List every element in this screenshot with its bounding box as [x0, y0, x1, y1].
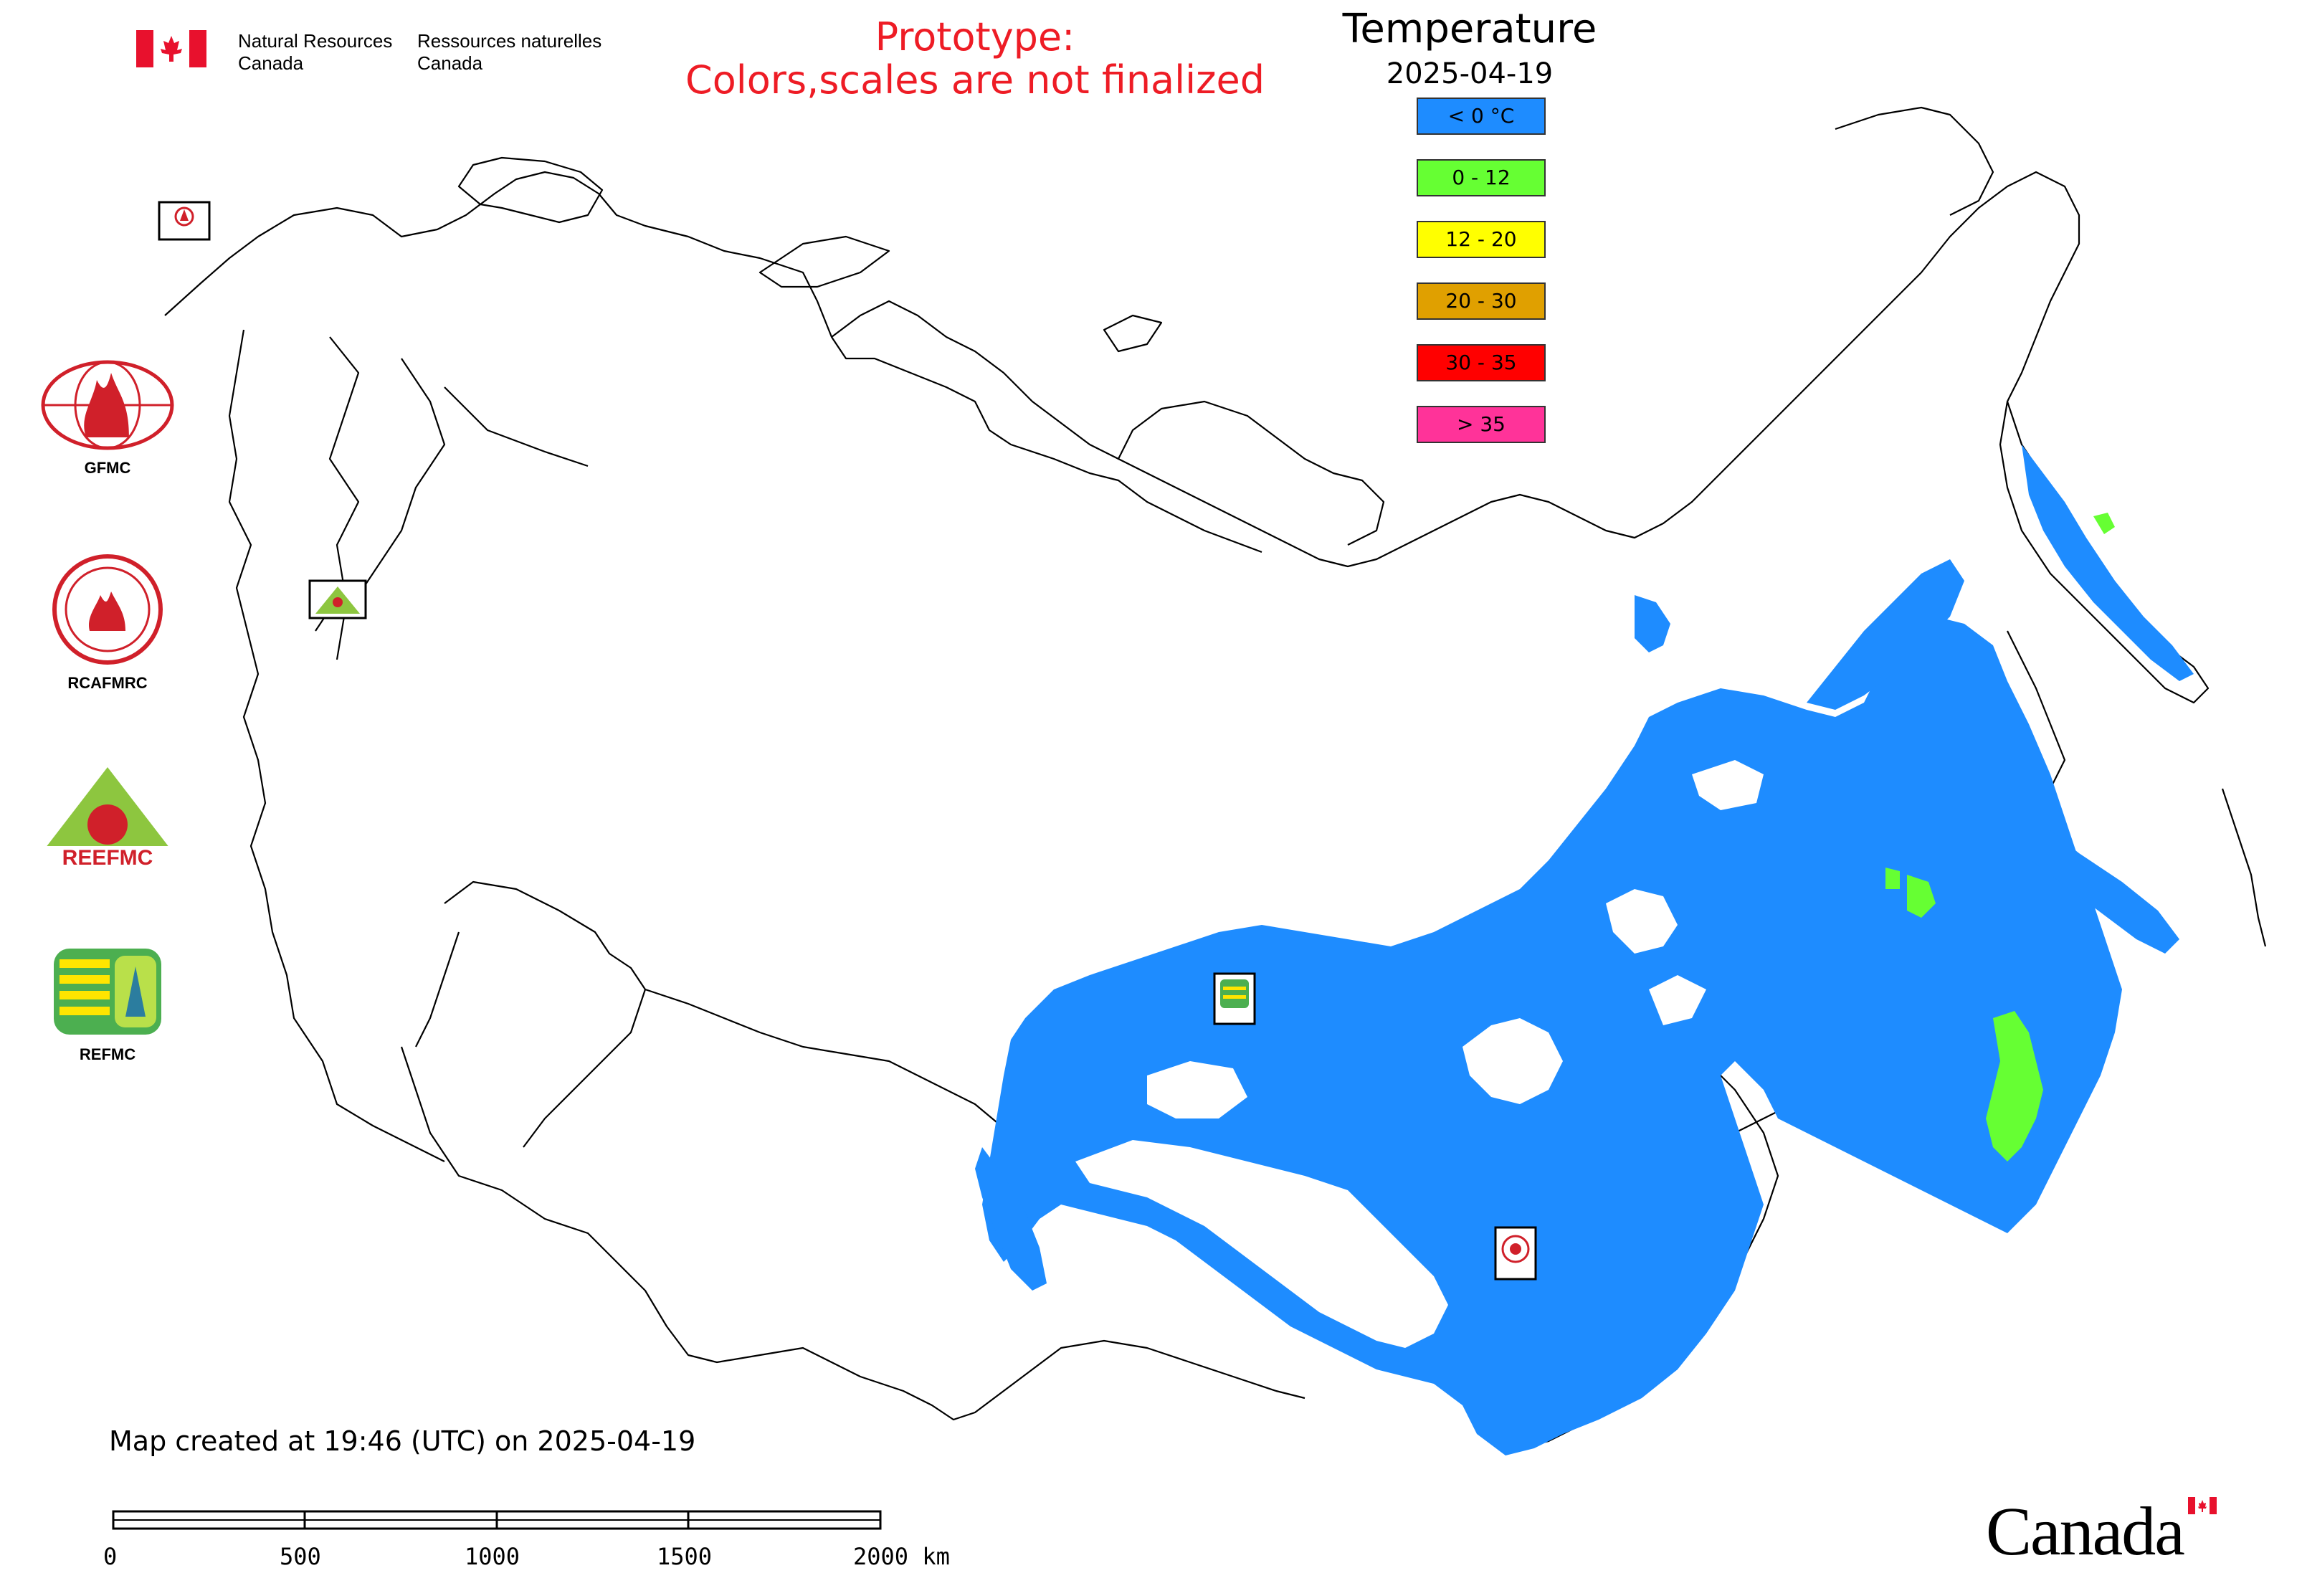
- map-created-note: Map created at 19:46 (UTC) on 2025-04-19: [109, 1425, 696, 1457]
- reefmc-triangle-logo: REEFMC: [36, 767, 179, 870]
- northwest-coast: [164, 171, 1262, 554]
- temp-gap-lake: [1649, 975, 1706, 1025]
- scale-tick-2000: 2000 km: [853, 1543, 950, 1570]
- legend-date: 2025-04-19: [1386, 57, 1554, 90]
- prototype-line1: Prototype:: [875, 14, 1075, 60]
- agency-rcafmrc[interactable]: RCAFMRC: [29, 552, 186, 693]
- temp-gap-central-1: [1462, 1018, 1563, 1104]
- arctic-coast: [831, 171, 2080, 568]
- temp-gap-west: [1147, 1061, 1247, 1118]
- gov-fr-line1: Ressources naturelles: [417, 30, 602, 52]
- temp-gap-south: [1075, 1140, 1448, 1348]
- scale-tick-500: 500: [280, 1543, 321, 1570]
- reefmc-logo-text: REEFMC: [62, 846, 153, 870]
- novaya-zemlya: [758, 235, 890, 288]
- rcafmrc-seal-logo: [52, 554, 163, 665]
- scale-bar: 0 500 1000 1500 2000 km: [100, 1500, 961, 1586]
- zero-to-twelve-region: [1885, 513, 2115, 1162]
- legend-item-20-30: 20 - 30: [1417, 282, 1546, 320]
- agency-gfmc[interactable]: GFMC: [29, 358, 186, 478]
- refmc-sigma-logo: [54, 949, 161, 1035]
- kola-peninsula: [457, 156, 604, 224]
- gov-name-en: Natural Resources Canada: [238, 30, 392, 75]
- gov-name-fr: Ressources naturelles Canada: [417, 30, 601, 75]
- refmc-marker-icon[interactable]: [1213, 972, 1256, 1025]
- legend-item-below-zero: < 0 °C: [1417, 98, 1546, 135]
- reefmc-marker-icon[interactable]: [308, 579, 367, 619]
- temp-green-2: [1907, 875, 1936, 918]
- chukotka: [1835, 106, 1994, 216]
- temp-green-1: [1986, 1011, 2043, 1162]
- legend-item-above-35: > 35: [1417, 406, 1546, 443]
- legend-item-12-20: 12 - 20: [1417, 221, 1546, 258]
- gfmc-marker-icon[interactable]: [158, 201, 211, 241]
- agency-label-rcafmrc: RCAFMRC: [67, 674, 148, 692]
- gov-en-line2: Canada: [238, 52, 304, 74]
- agency-label-gfmc: GFMC: [84, 459, 131, 477]
- temperature-gaps: [1075, 760, 1764, 1348]
- scale-tick-1000: 1000: [465, 1543, 520, 1570]
- temp-zone-kazakh: [975, 1147, 1047, 1291]
- temp-zone-island: [1635, 595, 1670, 652]
- canada-wordmark-text: Canada: [1986, 1493, 2185, 1569]
- temp-green-4: [1885, 868, 1900, 889]
- legend-item-30-35: 30 - 35: [1417, 344, 1546, 381]
- temp-zone-okhotsk: [2000, 810, 2179, 954]
- central-asia-inner: [415, 931, 647, 1148]
- temp-zone-siberia: [982, 617, 2122, 1455]
- temp-zone-kamchatka: [2022, 445, 2194, 681]
- scale-tick-1500: 1500: [657, 1543, 713, 1570]
- internal-border-3: [444, 386, 589, 467]
- scale-tick-0: 0: [103, 1543, 118, 1570]
- map-markers: [158, 201, 1537, 1281]
- svalbard-island: [1103, 314, 1163, 353]
- government-signature: Natural Resources Canada Ressources natu…: [136, 30, 602, 75]
- temp-gap-north: [1692, 760, 1764, 810]
- temp-zone-magadan: [1807, 559, 1964, 710]
- central-asia-south: [400, 1046, 1305, 1421]
- taymyr-peninsula: [1118, 400, 1385, 546]
- rcafmrc-marker-icon[interactable]: [1494, 1226, 1537, 1281]
- western-border: [228, 329, 445, 1162]
- below-zero-region: [975, 445, 2194, 1455]
- gov-fr-line2: Canada: [417, 52, 483, 74]
- temp-gap-central-2: [1606, 889, 1678, 954]
- gov-en-line1: Natural Resources: [238, 30, 393, 52]
- agency-refmc[interactable]: REFMC: [29, 945, 186, 1064]
- agency-label-refmc: REFMC: [79, 1045, 136, 1063]
- kuril-islands: [2221, 788, 2267, 947]
- agency-reefmc[interactable]: REEFMC: [29, 760, 186, 878]
- temp-green-3: [2093, 513, 2115, 534]
- canada-wordmark: Canada: [1986, 1491, 2230, 1570]
- prototype-notice: Prototype: Colors,scales are not finaliz…: [631, 16, 1319, 102]
- scale-bar-graphic: [112, 1510, 882, 1530]
- wordmark-flag-icon: [2188, 1497, 2217, 1514]
- legend-item-0-12: 0 - 12: [1417, 159, 1546, 196]
- prototype-line2: Colors,scales are not finalized: [685, 57, 1265, 103]
- gfmc-globe-flame-logo: [41, 360, 174, 450]
- canada-flag-icon: [136, 30, 206, 67]
- legend-title: Temperature: [1342, 6, 1597, 52]
